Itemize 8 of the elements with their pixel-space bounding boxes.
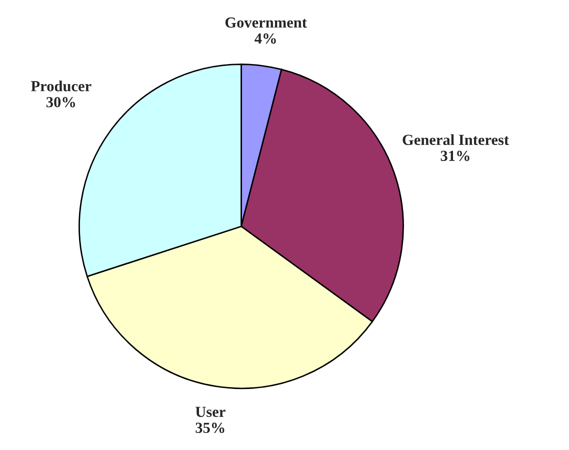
- data-label: 4%: [254, 33, 276, 44]
- data-label: 35%: [196, 422, 224, 434]
- slice-label: User: [196, 406, 226, 417]
- slice-label: General Interest: [402, 134, 509, 146]
- slice-label: Government: [225, 17, 307, 28]
- data-label: 30%: [46, 97, 76, 108]
- data-label: 31%: [440, 150, 470, 162]
- slice-label: Producer: [31, 80, 92, 92]
